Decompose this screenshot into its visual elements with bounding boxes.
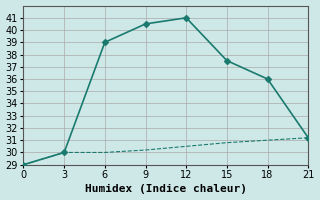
X-axis label: Humidex (Indice chaleur): Humidex (Indice chaleur) xyxy=(85,184,247,194)
